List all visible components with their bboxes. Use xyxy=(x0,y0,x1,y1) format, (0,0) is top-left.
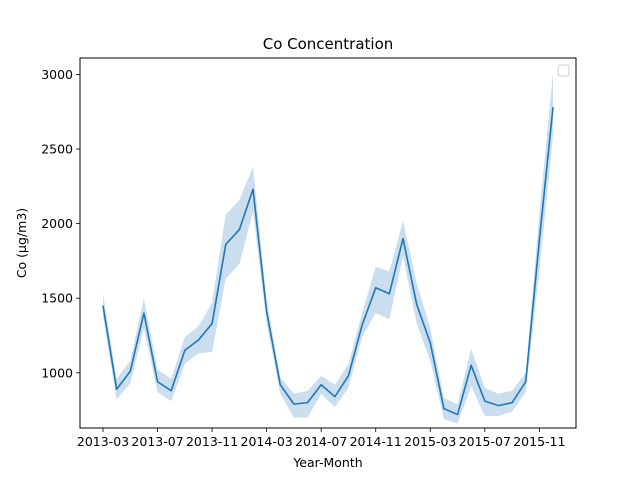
x-tick-label: 2013-11 xyxy=(186,434,238,449)
series-line-co xyxy=(102,107,554,416)
x-axis: 2013-03 2013-07 2013-11 2014-03 2014-07 2014-… xyxy=(77,428,565,449)
x-tick-label: 2015-11 xyxy=(513,434,565,449)
x-tick-label: 2015-07 xyxy=(459,434,511,449)
chart-title: Co Concentration xyxy=(263,35,394,53)
x-tick-label: 2014-11 xyxy=(350,434,402,449)
y-tick-label: 1500 xyxy=(41,291,73,306)
x-axis-title: Year-Month xyxy=(292,455,362,470)
x-tick-label: 2013-03 xyxy=(77,434,129,449)
x-tick-label: 2015-03 xyxy=(404,434,456,449)
axes-frame xyxy=(79,57,577,429)
x-tick-label: 2014-03 xyxy=(241,434,293,449)
y-tick-label: 2000 xyxy=(41,216,73,231)
plot-area xyxy=(102,72,554,424)
y-tick-label: 2500 xyxy=(41,142,73,157)
y-tick-label: 1000 xyxy=(41,365,73,380)
x-tick-label: 2014-07 xyxy=(295,434,347,449)
legend-box xyxy=(557,64,570,77)
y-axis: 1000 1500 2000 2500 3000 xyxy=(41,67,80,380)
y-axis-title: Co (µg/m3) xyxy=(14,208,29,278)
x-tick-label: 2013-07 xyxy=(131,434,183,449)
y-tick-label: 3000 xyxy=(41,67,73,82)
